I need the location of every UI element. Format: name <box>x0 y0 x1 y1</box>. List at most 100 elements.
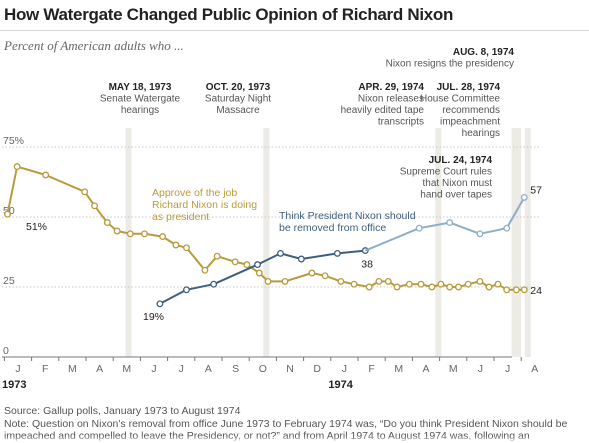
x-tick-label: A <box>205 363 212 375</box>
y-tick-label: 25 <box>3 275 15 287</box>
event-band-4 <box>515 128 522 357</box>
event-description: Nixon resigns the presidency <box>386 59 514 70</box>
x-tick-label: F <box>42 363 48 375</box>
title-divider <box>0 30 589 31</box>
x-tick-label: J <box>151 363 156 375</box>
start-value-approve: 51% <box>26 221 47 233</box>
data-point-approve <box>183 244 190 252</box>
data-point-approve <box>321 272 329 280</box>
data-point-remove <box>297 255 305 263</box>
end-value-remove-late: 57 <box>530 184 542 196</box>
event-description: transcripts <box>378 117 424 128</box>
data-point-approve <box>512 286 520 294</box>
series-label-approve: Approve of the job <box>152 187 237 199</box>
data-point-approve <box>503 286 511 294</box>
x-tick-label: A <box>531 363 538 375</box>
data-point-approve <box>264 277 272 285</box>
x-tick-label: M <box>68 363 77 375</box>
x-tick-label: N <box>286 363 294 375</box>
data-point-approve <box>231 258 239 266</box>
series-line-remove_late <box>364 196 526 252</box>
data-point-approve <box>13 163 21 171</box>
data-point-remove_late <box>415 224 423 232</box>
event-date-label: JUL. 24, 1974 <box>429 155 493 166</box>
start-value-remove: 19% <box>143 311 164 323</box>
data-point-remove <box>156 300 164 308</box>
data-point-approve <box>337 277 345 285</box>
data-point-approve <box>213 252 221 260</box>
data-point-remove_late <box>520 193 528 201</box>
series-label-remove: be removed from office <box>279 222 386 234</box>
footnote-fade <box>0 436 589 443</box>
data-point-remove <box>183 286 190 294</box>
chart-title: How Watergate Changed Public Opinion of … <box>4 5 454 24</box>
data-point-approve <box>485 283 493 291</box>
x-tick-label: S <box>232 363 239 375</box>
series-line-approve <box>6 165 525 291</box>
data-point-approve <box>428 283 436 291</box>
data-point-approve <box>243 261 251 269</box>
event-band-1 <box>263 128 270 357</box>
data-point-approve <box>405 280 413 288</box>
data-point-approve <box>172 241 180 249</box>
y-tick-label: 75% <box>3 135 24 147</box>
data-point-approve <box>417 280 425 288</box>
data-point-approve <box>201 266 209 274</box>
data-point-approve <box>141 230 148 238</box>
event-description: heavily edited tape <box>341 105 425 116</box>
data-point-approve <box>446 283 454 291</box>
source-note: Source: Gallup polls, January 1973 to Au… <box>4 405 241 417</box>
data-point-remove_late <box>476 230 484 238</box>
x-tick-label: J <box>505 363 510 375</box>
data-point-approve <box>81 188 89 196</box>
data-point-approve <box>375 277 383 285</box>
event-description: hand over tapes <box>420 190 492 201</box>
event-date-label: JUL. 28, 1974 <box>437 82 501 93</box>
year-label: 1973 <box>2 379 26 391</box>
data-point-approve <box>476 277 484 285</box>
x-tick-label: M <box>122 363 131 375</box>
footnote-line-1: Note: Question on Nixon's removal from o… <box>4 418 568 430</box>
event-description: impeachment <box>440 117 500 128</box>
event-description: House Committee <box>420 94 500 105</box>
event-description: Massacre <box>216 105 260 116</box>
event-band-3 <box>511 128 518 357</box>
event-description: that Nixon must <box>423 178 493 189</box>
data-point-approve <box>159 233 167 241</box>
data-point-approve <box>384 277 392 285</box>
data-point-approve <box>42 171 50 179</box>
data-point-approve <box>464 280 472 288</box>
series-label-approve: as president <box>152 211 209 223</box>
data-point-remove <box>333 249 341 257</box>
event-description: hearings <box>121 105 159 116</box>
event-band-0 <box>125 128 132 357</box>
end-value-approve: 24 <box>530 285 542 297</box>
data-point-approve <box>393 283 401 291</box>
data-point-remove <box>254 261 261 269</box>
event-description: Saturday Night <box>205 94 271 105</box>
chart-subtitle: Percent of American adults who ... <box>4 38 184 53</box>
x-tick-label: A <box>422 363 429 375</box>
data-point-approve <box>113 227 121 235</box>
event-description: Senate Watergate <box>100 94 181 105</box>
data-point-approve <box>255 269 263 277</box>
x-tick-label: F <box>368 363 374 375</box>
series-line-remove <box>159 249 366 305</box>
x-tick-label: J <box>179 363 184 375</box>
data-point-remove <box>210 280 218 288</box>
event-description: Nixon releases <box>358 94 424 105</box>
data-point-approve <box>365 283 373 291</box>
x-tick-label: D <box>313 363 321 375</box>
data-point-approve <box>350 280 358 288</box>
y-tick-label: 0 <box>3 345 9 357</box>
data-point-approve <box>4 210 11 218</box>
event-date-label: MAY 18, 1973 <box>109 82 172 93</box>
data-point-approve <box>91 202 99 210</box>
event-date-label: OCT. 20, 1973 <box>206 82 271 93</box>
data-point-approve <box>494 280 502 288</box>
data-point-remove_late <box>446 219 454 227</box>
data-point-approve <box>126 230 134 238</box>
data-point-remove <box>277 249 284 257</box>
data-point-approve <box>437 280 445 288</box>
